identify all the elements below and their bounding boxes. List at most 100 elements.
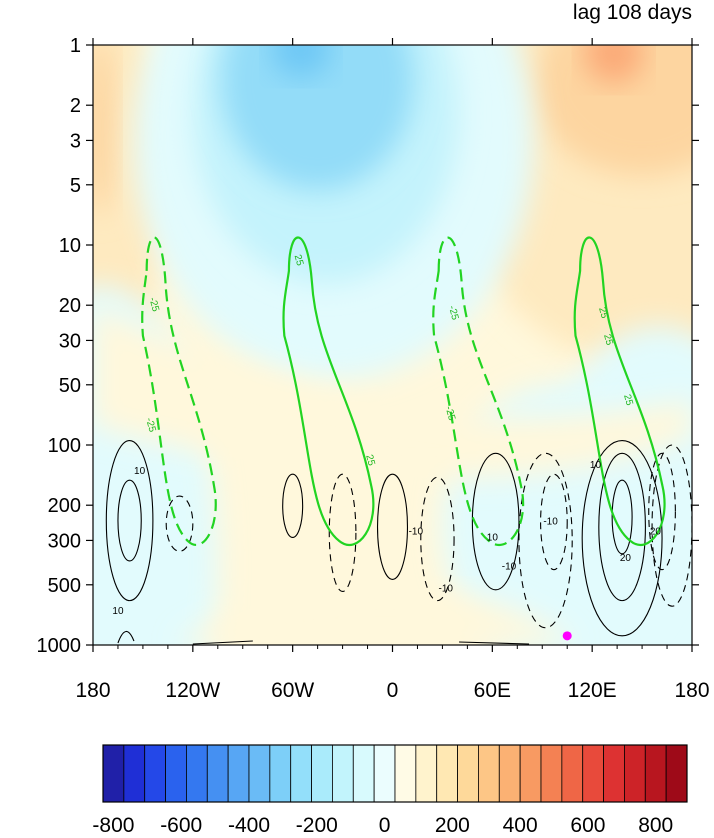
black-contour [648,452,676,571]
colorbar-swatch [603,744,625,803]
green-contour-negative [432,236,525,547]
black-contour-surface [117,630,530,645]
green-contour-label: 25 [621,393,635,407]
colorbar-swatch [165,744,187,803]
colorbar-swatch [123,744,146,803]
colorbar-swatch [436,744,458,803]
colorbar-swatch [498,744,521,803]
colorbar-swatch [332,744,354,803]
colorbar-swatch [227,744,250,803]
colorbar-swatch [624,744,646,803]
black-contour [471,452,520,591]
colorbar-label: 200 [435,814,470,837]
colorbar-swatch [186,744,208,803]
field-blob [583,45,644,84]
black-contour [165,495,194,552]
y-tick-label: 3 [70,130,81,152]
colorbar-swatch [665,744,688,803]
y-tick-label: 300 [48,530,81,552]
x-tick-label: 60E [474,679,511,702]
colorbar-label: 800 [638,814,673,837]
field-blob [221,45,415,191]
contour-labels: -25 -25 25 25 -25 -25 25 25 25 10 10 -10 -10 10 20 20 10… [112,253,661,617]
green-contour-label: 25 [596,306,610,320]
colorbar-swatch [519,744,542,803]
field-blob [533,45,692,176]
green-contour-label: -25 [143,417,157,434]
colorbar-swatch [415,744,438,803]
colorbar-label: 400 [503,814,538,837]
y-tick-label: 50 [59,375,81,397]
y-tick-label: 1000 [37,635,82,657]
colorbar-swatch [144,744,166,803]
black-contour [611,479,633,555]
colorbar: -800 -600 -400 -200 0 200 400 600 800 [92,744,688,837]
field-blob [93,45,117,215]
y-tick-label: 30 [59,330,81,352]
colorbar-label: -400 [228,814,270,837]
y-tick-label: 500 [48,575,81,597]
black-contour-label: -10 [543,517,558,528]
colorbar-label: -200 [296,814,338,837]
black-contour-label: 10 [590,460,602,471]
colorbar-swatch [373,744,396,803]
colorbar-label: 600 [570,814,605,837]
black-contour-label: 20 [620,553,632,564]
green-contour-positive [282,236,375,547]
colorbar-swatch [290,744,312,803]
x-tick-label: 180 [75,679,110,702]
green-contours [141,236,666,547]
green-contour-label: 25 [292,253,306,267]
green-contour-label: -25 [446,304,460,321]
black-contour [376,473,409,580]
black-contour-label: -10 [502,562,517,573]
colorbar-swatch [248,744,271,803]
black-contours [105,439,692,645]
y-tick-label: 10 [59,235,81,257]
colorbar-swatch [206,744,229,803]
x-axis: 180 120W 60W 0 60E 120E 180 [75,38,710,702]
black-contour [328,473,357,593]
black-contour [420,476,455,602]
colorbar-swatch [352,744,375,803]
colorbar-swatch [561,744,584,803]
colorbar-swatch [269,744,292,803]
black-contour [282,473,304,539]
colorbar-label: -800 [92,814,134,837]
y-tick-label: 5 [70,175,81,197]
x-tick-label: 120W [165,679,220,702]
black-contour [540,473,568,571]
marker-point [562,631,572,641]
x-tick-label: 180 [674,679,709,702]
colorbar-swatch [478,744,500,803]
chart-title: lag 108 days [573,1,692,24]
field-band-lower [176,587,576,645]
x-tick-label: 0 [387,679,399,702]
colorbar-label: 0 [379,814,391,837]
black-contour-label: -10 [439,583,454,594]
y-tick-label: 1 [70,35,81,57]
black-contour [105,439,154,602]
y-tick-label: 100 [48,435,81,457]
black-contour-label: 20 [650,526,662,537]
green-contour-positive [573,236,666,547]
x-tick-label: 120E [568,679,617,702]
y-tick-label: 2 [70,95,81,117]
colorbar-swatch [644,744,667,803]
x-tick-label: 60W [271,679,314,702]
colorbar-frame [102,744,688,803]
green-contour-negative [141,236,217,546]
field-blob [271,45,331,78]
colorbar-label: -600 [160,814,202,837]
black-contour [117,479,142,562]
black-contour-label: 10 [134,466,146,477]
black-contour-label: -10 [409,526,424,537]
green-contour-label: -25 [443,405,457,422]
y-axis: 1 2 3 5 10 20 30 50 100 200 300 500 1000 [37,35,699,657]
black-contour [581,439,663,637]
black-contour [518,452,573,629]
colorbar-swatch [457,744,479,803]
